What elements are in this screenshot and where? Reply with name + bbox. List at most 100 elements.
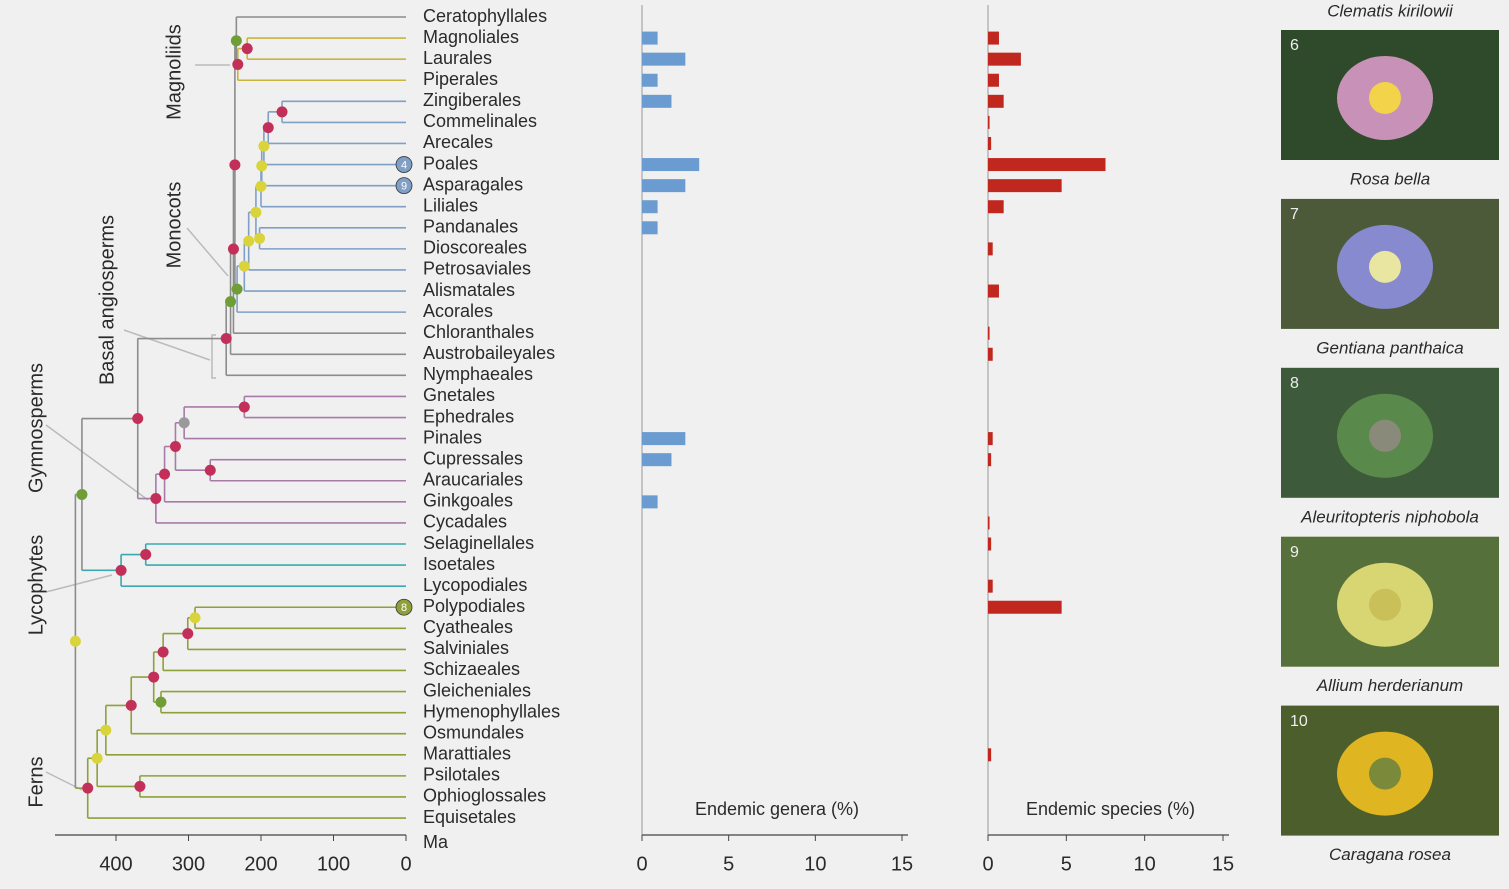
order-label: Ephedrales xyxy=(423,406,514,426)
node-dot xyxy=(100,724,112,736)
node-dot xyxy=(125,699,137,711)
node-dot xyxy=(76,488,88,500)
order-label: Magnoliales xyxy=(423,27,519,47)
photo-number: 8 xyxy=(1290,375,1299,392)
node-dot xyxy=(134,780,146,792)
bar xyxy=(988,242,993,256)
order-label: Asparagales xyxy=(423,174,523,194)
x-tick-label: 0 xyxy=(636,853,647,875)
bar xyxy=(988,179,1062,193)
order-label: Alismatales xyxy=(423,280,515,300)
order-label: Zingiberales xyxy=(423,90,521,110)
bar xyxy=(988,115,990,129)
node-dot xyxy=(250,206,262,218)
order-label: Psilotales xyxy=(423,765,500,785)
photo-caption: Allium herderianum xyxy=(1316,676,1463,695)
arrow xyxy=(186,227,229,277)
photo-caption: Aleuritopteris niphobola xyxy=(1300,507,1479,526)
clade-label: Magnoliids xyxy=(163,24,185,120)
order-label: Nymphaeales xyxy=(423,364,533,384)
bar xyxy=(988,136,992,150)
order-label: Gnetales xyxy=(423,385,495,405)
order-label: Selaginellales xyxy=(423,533,534,553)
photo-detail xyxy=(1369,250,1401,283)
photo-caption: Gentiana panthaica xyxy=(1316,338,1463,357)
node-dot xyxy=(189,612,201,624)
node-dot xyxy=(140,549,152,561)
node-dot xyxy=(155,696,167,708)
arrow xyxy=(45,424,149,501)
x-axis-label: Ma xyxy=(423,832,449,852)
order-label: Arecales xyxy=(423,132,493,152)
x-tick-label: 0 xyxy=(982,853,993,875)
x-tick-label: 10 xyxy=(804,853,826,875)
photo-detail xyxy=(1369,757,1401,790)
order-label: Commelinales xyxy=(423,111,537,131)
node-dot xyxy=(254,232,266,244)
node-dot xyxy=(169,441,181,453)
node-dot xyxy=(231,283,243,295)
order-label: Liliales xyxy=(423,195,478,215)
order-label: Hymenophyllales xyxy=(423,701,560,721)
x-tick-label: 100 xyxy=(317,853,350,875)
bar xyxy=(988,200,1004,214)
node-dot xyxy=(91,752,103,764)
order-label: Polypodiales xyxy=(423,596,525,616)
node-dot xyxy=(238,401,250,413)
bar xyxy=(642,432,686,446)
bar xyxy=(988,158,1106,172)
clade-label: Lycophytes xyxy=(25,535,47,635)
node-dot xyxy=(243,235,255,247)
order-label: Pandanales xyxy=(423,217,518,237)
bar xyxy=(642,31,658,45)
order-label: Ceratophyllales xyxy=(423,6,547,26)
x-axis-label: Endemic genera (%) xyxy=(695,799,859,819)
node-dot xyxy=(220,333,232,345)
node-dot xyxy=(238,260,250,272)
bar xyxy=(988,94,1004,108)
node-dot xyxy=(69,635,81,647)
node-dot xyxy=(182,628,194,640)
order-label: Laurales xyxy=(423,48,492,68)
bar xyxy=(642,73,658,87)
node-dot xyxy=(230,35,242,47)
bar xyxy=(988,284,999,298)
x-tick-label: 15 xyxy=(1212,853,1234,875)
bar xyxy=(988,579,993,593)
node-dot xyxy=(232,58,244,70)
bar xyxy=(988,748,992,762)
bar xyxy=(642,453,672,467)
bar xyxy=(642,221,658,235)
order-label: Equisetales xyxy=(423,807,516,827)
order-label: Marattiales xyxy=(423,744,511,764)
node-dot xyxy=(255,180,267,192)
x-tick-label: 5 xyxy=(723,853,734,875)
bar xyxy=(988,600,1062,614)
node-dot xyxy=(82,782,94,794)
bar xyxy=(988,52,1021,66)
bar xyxy=(988,347,993,361)
photo-caption: Caragana rosea xyxy=(1329,845,1451,864)
order-label: Austrobaileyales xyxy=(423,343,555,363)
x-tick-label: 400 xyxy=(99,853,132,875)
node-dot xyxy=(204,464,216,476)
order-label: Acorales xyxy=(423,301,493,321)
photo-caption: Clematis kirilowii xyxy=(1327,1,1454,20)
order-label: Dioscoreales xyxy=(423,238,527,258)
node-dot xyxy=(276,106,288,118)
order-label: Piperales xyxy=(423,69,498,89)
node-dot xyxy=(241,43,253,55)
clade-label: Gymnosperms xyxy=(25,363,47,493)
order-label: Chloranthales xyxy=(423,322,534,342)
order-label: Poales xyxy=(423,153,478,173)
bar xyxy=(642,495,658,509)
photo-detail xyxy=(1369,588,1401,621)
order-label: Schizaeales xyxy=(423,659,520,679)
x-tick-label: 5 xyxy=(1061,853,1072,875)
node-dot xyxy=(132,413,144,425)
node-dot xyxy=(262,122,274,134)
x-tick-label: 15 xyxy=(891,853,913,875)
order-label: Isoetales xyxy=(423,554,495,574)
node-dot xyxy=(227,243,239,255)
